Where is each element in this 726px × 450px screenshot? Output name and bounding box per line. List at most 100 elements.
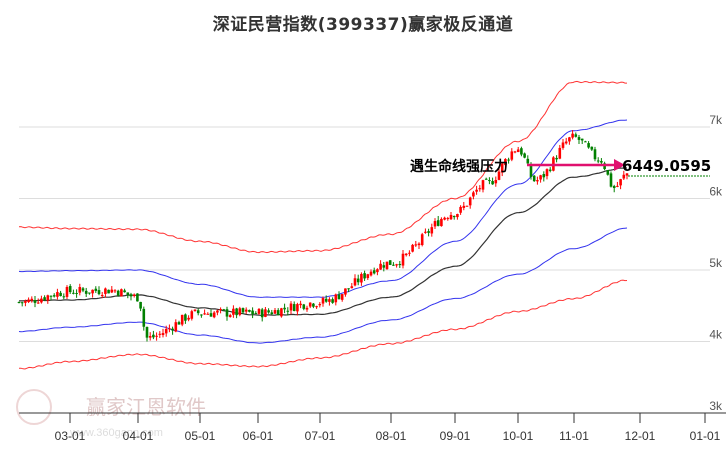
candle-body bbox=[27, 299, 30, 303]
candle-body bbox=[452, 215, 456, 218]
candle-body bbox=[267, 310, 270, 313]
candle-body bbox=[81, 288, 85, 291]
x-tick-label: 09-01 bbox=[440, 429, 471, 443]
candle-body bbox=[75, 293, 78, 295]
candle-body bbox=[209, 313, 213, 317]
x-tick-label: 03-01 bbox=[55, 429, 86, 443]
candle-body bbox=[529, 164, 533, 177]
candle-body bbox=[488, 180, 491, 182]
band-inner_lower bbox=[18, 227, 628, 344]
candle-body bbox=[145, 326, 149, 338]
candle-body bbox=[440, 218, 443, 227]
grid-lines bbox=[19, 126, 710, 342]
candle-body bbox=[283, 307, 286, 310]
candle-body bbox=[126, 292, 130, 295]
candle-body bbox=[216, 310, 219, 313]
candle-body bbox=[350, 286, 354, 289]
candle-body bbox=[539, 175, 542, 180]
candle-body bbox=[174, 322, 178, 332]
candle-body bbox=[193, 309, 197, 312]
candle-body bbox=[523, 153, 526, 158]
candle-body bbox=[46, 295, 50, 301]
candle-body bbox=[561, 142, 565, 148]
candle-body bbox=[206, 313, 210, 315]
candle-body bbox=[411, 244, 414, 252]
candle-body bbox=[264, 309, 267, 317]
x-tick-label: 06-01 bbox=[243, 429, 274, 443]
candle-body bbox=[392, 264, 395, 266]
candle-body bbox=[219, 309, 222, 311]
candle-body bbox=[132, 294, 136, 296]
band-outer_lower bbox=[18, 279, 628, 370]
candle-body bbox=[340, 294, 344, 300]
candle-body bbox=[369, 271, 373, 276]
candle-body bbox=[139, 301, 142, 309]
candle-body bbox=[296, 304, 299, 312]
candle-body bbox=[481, 180, 485, 190]
candle-body bbox=[360, 273, 363, 283]
candle-body bbox=[516, 149, 520, 153]
candle-body bbox=[379, 263, 382, 270]
candle-body bbox=[254, 313, 258, 315]
candle-body bbox=[129, 294, 133, 297]
candle-body bbox=[292, 304, 296, 312]
candle-body bbox=[456, 214, 459, 218]
x-axis: 03-01 04-01 05-01 06-01 07-01 08-01 09-01 10-01… bbox=[19, 412, 726, 443]
watermark-logo-icon bbox=[16, 389, 52, 425]
candle-body bbox=[49, 295, 53, 297]
candle-body bbox=[222, 309, 226, 311]
candle-body bbox=[424, 231, 427, 233]
candle-body bbox=[235, 308, 238, 316]
candle-body bbox=[321, 298, 325, 304]
candle-body bbox=[280, 308, 283, 317]
candle-body bbox=[43, 297, 46, 301]
candle-body bbox=[532, 175, 536, 182]
candle-body bbox=[17, 302, 21, 304]
candle-body bbox=[433, 221, 437, 227]
candle-body bbox=[238, 308, 242, 315]
candle-body bbox=[315, 306, 318, 308]
candle-body bbox=[507, 159, 510, 161]
y-tick-label: 6k bbox=[709, 185, 723, 199]
candle-body bbox=[462, 205, 466, 208]
candle-body bbox=[401, 253, 405, 266]
candle-body bbox=[593, 149, 597, 160]
candle-body bbox=[59, 292, 62, 297]
candle-body bbox=[484, 178, 488, 180]
chart-title: 深证民营指数(399337)赢家极反通道 bbox=[212, 15, 514, 35]
candle-body bbox=[196, 310, 200, 314]
candle-body bbox=[302, 304, 306, 309]
candle-body bbox=[276, 310, 280, 316]
band-outer_upper bbox=[18, 80, 627, 254]
candle-body bbox=[545, 169, 549, 177]
candle-body bbox=[334, 294, 338, 303]
candle-body bbox=[52, 295, 56, 297]
candle-body bbox=[171, 328, 174, 331]
candle-body bbox=[65, 287, 69, 297]
candle-body bbox=[590, 146, 594, 150]
band-inner_upper bbox=[18, 119, 628, 298]
x-tick-label: 10-01 bbox=[503, 429, 534, 443]
candle-body bbox=[612, 186, 616, 189]
candle-body bbox=[404, 253, 408, 256]
candle-body bbox=[577, 137, 581, 140]
candle-body bbox=[289, 303, 293, 311]
candle-body bbox=[385, 261, 389, 270]
candle-body bbox=[36, 302, 40, 304]
candle-body bbox=[596, 160, 600, 162]
candle-body bbox=[100, 294, 104, 296]
candle-body bbox=[555, 157, 558, 160]
x-tick-label: 05-01 bbox=[185, 429, 216, 443]
candle-body bbox=[299, 303, 302, 306]
candle-body bbox=[568, 137, 571, 142]
candle-body bbox=[200, 314, 203, 316]
x-tick-label: 12-01 bbox=[625, 429, 656, 443]
candle-body bbox=[225, 309, 229, 317]
candle-body bbox=[110, 289, 114, 293]
x-tick-label: 01-01 bbox=[690, 429, 721, 443]
candle-body bbox=[104, 288, 107, 294]
candle-body bbox=[347, 288, 350, 290]
candle-body bbox=[331, 299, 334, 303]
candle-body bbox=[228, 315, 232, 317]
watermark-name: 赢家江恩软件 bbox=[86, 395, 206, 419]
